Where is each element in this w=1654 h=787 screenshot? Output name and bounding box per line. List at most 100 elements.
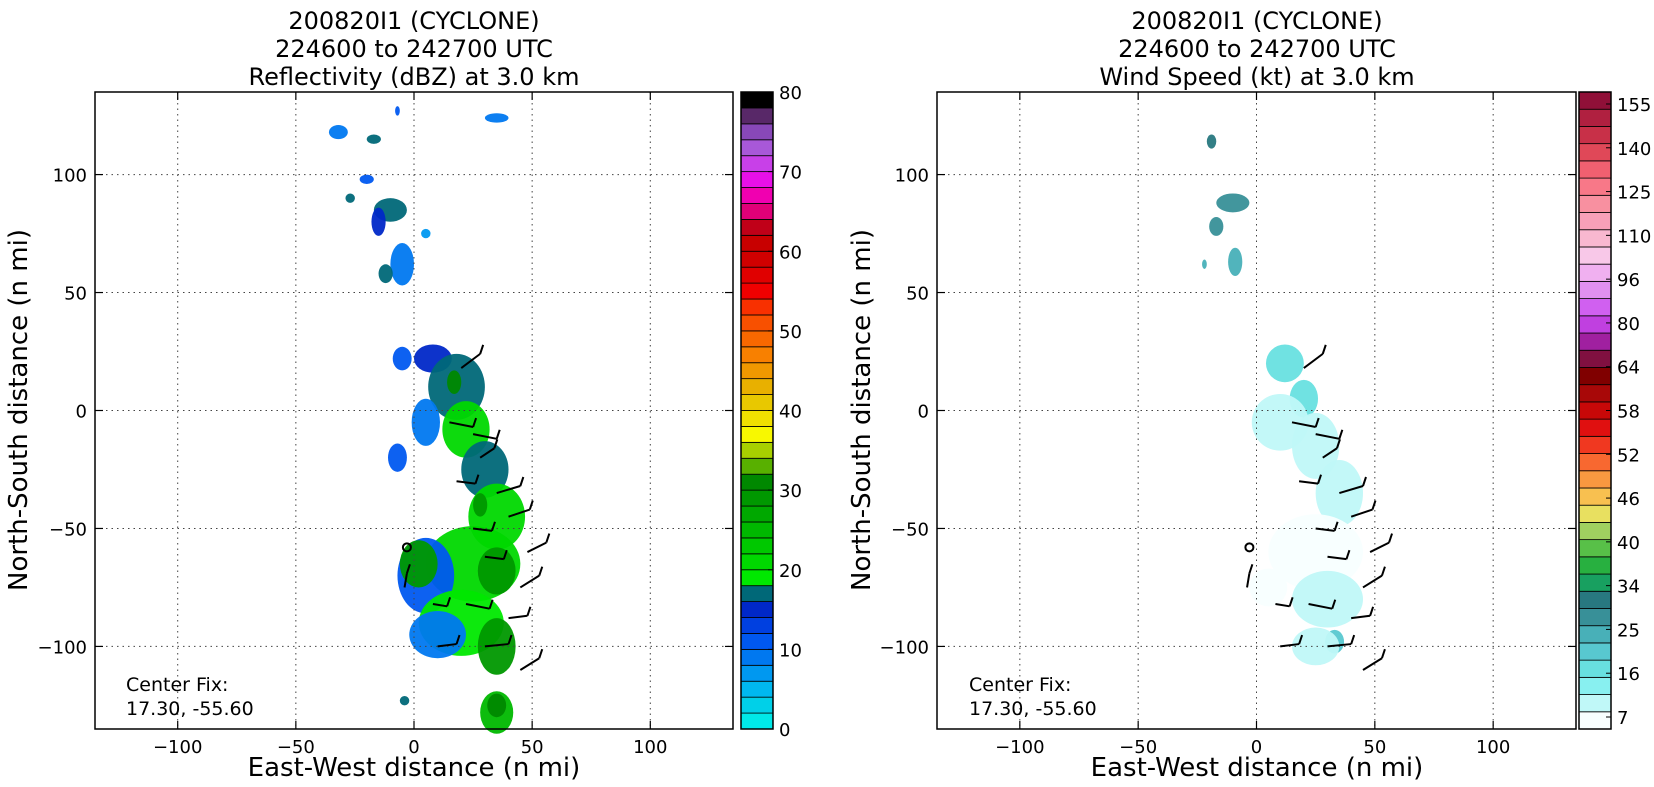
colorbar-segment bbox=[740, 378, 774, 395]
colorbar-tick-label: 16 bbox=[1617, 664, 1640, 685]
wind-barb bbox=[472, 433, 497, 440]
echo-cell bbox=[1292, 412, 1340, 479]
wind-barb-flag bbox=[545, 533, 551, 543]
wind-barb bbox=[1308, 602, 1333, 610]
wind-barb bbox=[484, 555, 504, 561]
echo-cell bbox=[1265, 344, 1304, 383]
wind-barb-flag bbox=[1298, 634, 1304, 645]
colorbar-tick-label: 20 bbox=[779, 561, 802, 582]
x-tick-label: 0 bbox=[408, 737, 419, 758]
wind-barb-flag bbox=[1338, 429, 1344, 440]
colorbar-segment bbox=[740, 234, 774, 252]
colorbar-tick-label: 140 bbox=[1617, 139, 1651, 160]
wind-speed-colorbar: 7 16 25 34 40 46 52 58 64 80 96 110 125 140 155 bbox=[1578, 91, 1651, 730]
colorbar-segment bbox=[1578, 212, 1612, 231]
colorbar-segment bbox=[1578, 367, 1612, 386]
wind-barb-flag bbox=[1248, 563, 1254, 574]
wind-barb-flag bbox=[1336, 438, 1341, 449]
wind-barb bbox=[1327, 555, 1347, 561]
colorbar-tick-label: 10 bbox=[779, 640, 802, 661]
wind-barb-flag bbox=[1345, 549, 1351, 560]
reflectivity-x-ticks: −100 −50 0 50 100 bbox=[153, 92, 667, 758]
colorbar-segment bbox=[1578, 659, 1612, 678]
colorbar-segment bbox=[740, 585, 774, 602]
echo-cell bbox=[409, 611, 466, 659]
y-tick-label: 0 bbox=[76, 402, 87, 423]
colorbar-segment bbox=[740, 139, 774, 157]
echo-cell bbox=[371, 207, 386, 236]
wind-barb bbox=[508, 614, 528, 620]
echo-cell bbox=[366, 134, 381, 144]
colorbar-tick-label: 50 bbox=[779, 322, 802, 343]
wind-speed-center-fix-marker bbox=[1244, 542, 1255, 553]
colorbar-segment bbox=[740, 266, 774, 284]
colorbar-segment bbox=[740, 457, 774, 475]
echo-cell bbox=[345, 193, 355, 203]
colorbar-segment bbox=[1578, 108, 1612, 127]
wind-barb bbox=[479, 447, 495, 459]
echo-cell bbox=[447, 370, 462, 394]
colorbar-segment bbox=[740, 362, 774, 380]
wind-barb-flag bbox=[1362, 476, 1367, 487]
wind-barb-flag bbox=[1288, 597, 1294, 607]
colorbar-segment bbox=[1578, 711, 1612, 730]
colorbar-segment bbox=[1578, 676, 1612, 695]
wind-barb bbox=[1339, 485, 1364, 495]
echo-cell bbox=[421, 228, 431, 239]
colorbar-segment bbox=[1578, 349, 1612, 368]
colorbar-tick-label: 30 bbox=[779, 481, 802, 502]
colorbar-segment bbox=[740, 187, 774, 204]
wind-barb bbox=[465, 602, 490, 610]
reflectivity-title-line-1: 200820I1 (CYCLONE) bbox=[288, 7, 539, 35]
colorbar-tick-label: 70 bbox=[779, 163, 802, 184]
wind-barb-flag bbox=[528, 500, 534, 510]
colorbar-tick-label: 40 bbox=[1617, 533, 1640, 554]
reflectivity-grid bbox=[95, 92, 733, 729]
wind-barb-flag bbox=[488, 599, 494, 609]
colorbar-segment bbox=[740, 617, 774, 634]
wind-barb bbox=[472, 527, 493, 532]
wind-speed-x-axis-label: East-West distance (n mi) bbox=[1091, 753, 1424, 783]
y-tick-label: −50 bbox=[49, 519, 87, 540]
reflectivity-echo-field bbox=[328, 106, 526, 734]
wind-barb bbox=[508, 508, 531, 518]
colorbar-segment bbox=[1578, 435, 1612, 454]
wind-barb-flag bbox=[1331, 599, 1337, 609]
colorbar-tick-label: 52 bbox=[1617, 445, 1640, 466]
echo-cell bbox=[411, 398, 440, 446]
colorbar-segment bbox=[1578, 694, 1612, 713]
colorbar-segment bbox=[1578, 91, 1612, 110]
wind-barb bbox=[1298, 480, 1319, 485]
colorbar-segment bbox=[1578, 522, 1612, 541]
echo-cell bbox=[1292, 570, 1363, 628]
colorbar-segment bbox=[1578, 332, 1612, 351]
colorbar-segment bbox=[740, 489, 774, 507]
wind-barb-flag bbox=[455, 634, 461, 645]
wind-speed-center-fix-coords: 17.30, -55.60 bbox=[969, 698, 1097, 720]
wind-speed-title-line-3: Wind Speed (kt) at 3.0 km bbox=[1099, 63, 1414, 91]
colorbar-segment bbox=[740, 505, 774, 523]
colorbar-segment bbox=[1578, 194, 1612, 213]
colorbar-tick-label: 25 bbox=[1617, 620, 1640, 641]
colorbar-tick-label: 80 bbox=[779, 83, 802, 104]
wind-barb bbox=[437, 643, 457, 648]
colorbar-segment bbox=[740, 648, 774, 666]
echo-cell bbox=[359, 174, 374, 185]
colorbar-segment bbox=[740, 155, 774, 173]
colorbar-segment bbox=[740, 521, 774, 539]
y-tick-label: −100 bbox=[880, 637, 929, 658]
x-tick-label: 100 bbox=[1476, 737, 1510, 758]
colorbar-segment bbox=[1578, 573, 1612, 592]
colorbar-segment bbox=[740, 123, 774, 141]
reflectivity-center-fix-coords: 17.30, -55.60 bbox=[126, 698, 254, 720]
colorbar-segment bbox=[1578, 229, 1612, 248]
wind-barb-flag bbox=[1350, 634, 1356, 645]
y-tick-label: 100 bbox=[53, 166, 87, 187]
wind-barb-flag bbox=[491, 521, 496, 532]
wind-barb bbox=[1362, 657, 1383, 671]
colorbar-segment bbox=[740, 633, 774, 650]
colorbar-segment bbox=[1578, 487, 1612, 506]
y-tick-label: 50 bbox=[64, 284, 87, 305]
colorbar-segment bbox=[740, 314, 774, 332]
